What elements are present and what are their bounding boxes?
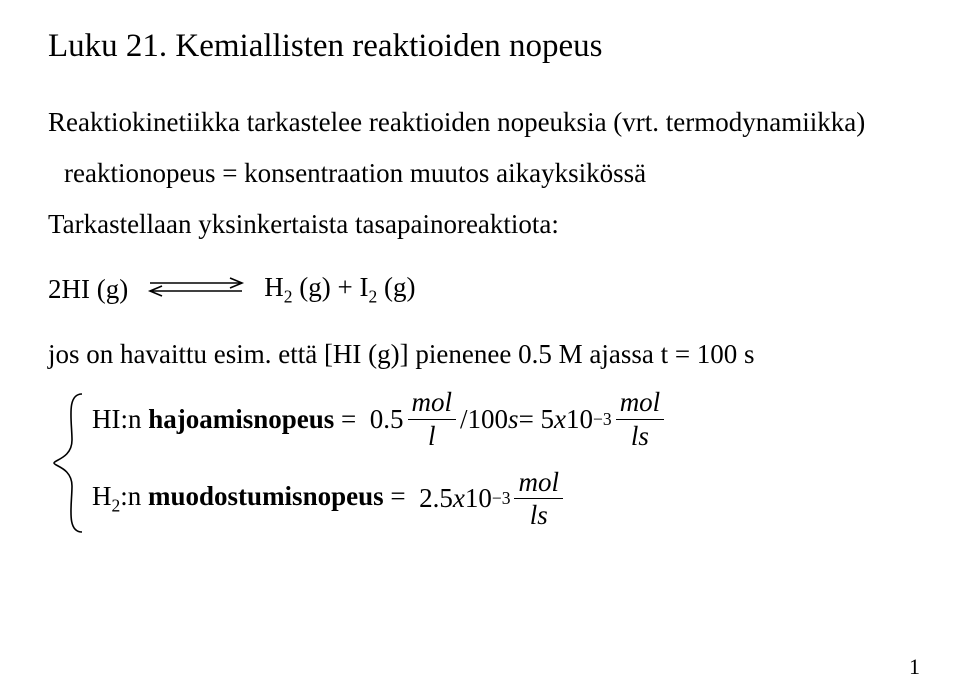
definition-line: reaktionopeus = konsentraation muutos ai… — [64, 158, 912, 189]
row1-frac1-den: l — [424, 422, 440, 450]
equation-rhs: H2 (g) + I2 (g) — [264, 272, 415, 307]
row2-math: 2.5x10−3 mol ls — [406, 468, 567, 530]
definition-rest: = konsentraation muutos aikayksikössä — [215, 158, 646, 188]
row1-bold: hajoamisnopeus — [148, 404, 334, 434]
h2-prefix: H — [264, 272, 284, 302]
row1-ten: 10 — [566, 404, 593, 435]
equation-lhs: 2HI (g) — [48, 274, 128, 305]
row2-label: H2:n muodostumisnopeus = — [92, 481, 406, 516]
document-page: Luku 21. Kemiallisten reaktioiden nopeus… — [0, 0, 960, 696]
row1-frac2-den: ls — [627, 422, 653, 450]
definition-term: reaktionopeus — [64, 158, 215, 188]
row1-frac1-num: mol — [408, 388, 457, 416]
row2-coef: 2.5 — [419, 483, 453, 514]
row1-coef: 0.5 — [370, 404, 404, 435]
formation-rate-row: H2:n muodostumisnopeus = 2.5x10−3 mol ls — [92, 468, 668, 530]
row2-frac-num: mol — [514, 468, 563, 496]
row2-frac-den: ls — [526, 501, 552, 529]
row2-bold: muodostumisnopeus — [148, 481, 384, 511]
row1-x: x — [554, 404, 566, 435]
row1-label: HI:n hajoamisnopeus = — [92, 404, 356, 435]
intro-paragraph: Reaktiokinetiikka tarkastelee reaktioide… — [48, 107, 912, 138]
i2-subscript: 2 — [368, 286, 377, 306]
row1-frac1: mol l — [408, 388, 457, 450]
page-number: 1 — [909, 654, 920, 680]
bar-icon — [514, 498, 563, 499]
row1-frac2-num: mol — [616, 388, 665, 416]
row1-math: 0.5 mol l /100s = 5x10−3 mol ls — [356, 388, 668, 450]
curly-brace-icon — [48, 388, 92, 538]
row1-prefix: HI:n — [92, 404, 148, 434]
row2-x: x — [453, 483, 465, 514]
h2-subscript: 2 — [284, 286, 293, 306]
row2-h-sub: 2 — [112, 496, 121, 516]
rhs-mid: (g) + I — [293, 272, 369, 302]
observation-line: jos on havaittu esim. että [HI (g)] pien… — [48, 339, 912, 370]
row2-suffix: = — [384, 481, 406, 511]
rate-rows: HI:n hajoamisnopeus = 0.5 mol l /100s = … — [92, 388, 668, 538]
row1-mid: /100 — [460, 404, 508, 435]
row1-s: s — [508, 404, 519, 435]
row2-frac: mol ls — [514, 468, 563, 530]
row2-ten: 10 — [465, 483, 492, 514]
rhs-suffix: (g) — [377, 272, 415, 302]
row1-suffix: = — [334, 404, 356, 434]
decomposition-rate-row: HI:n hajoamisnopeus = 0.5 mol l /100s = … — [92, 388, 668, 450]
equilibrium-equation: 2HI (g) H2 (g) + I2 (g) — [48, 272, 912, 307]
row1-exp: −3 — [593, 409, 612, 430]
row2-h: H — [92, 481, 112, 511]
row1-frac2: mol ls — [616, 388, 665, 450]
tarkastellaan-line: Tarkastellaan yksinkertaista tasapainore… — [48, 209, 912, 240]
bar-icon — [616, 419, 665, 420]
row2-exp: −3 — [492, 488, 511, 509]
rate-block: HI:n hajoamisnopeus = 0.5 mol l /100s = … — [48, 388, 912, 538]
row2-rest: :n — [120, 481, 148, 511]
row1-eq: = 5 — [519, 404, 554, 435]
page-title: Luku 21. Kemiallisten reaktioiden nopeus — [48, 28, 912, 65]
equilibrium-arrow-icon — [146, 274, 246, 305]
bar-icon — [408, 419, 457, 420]
